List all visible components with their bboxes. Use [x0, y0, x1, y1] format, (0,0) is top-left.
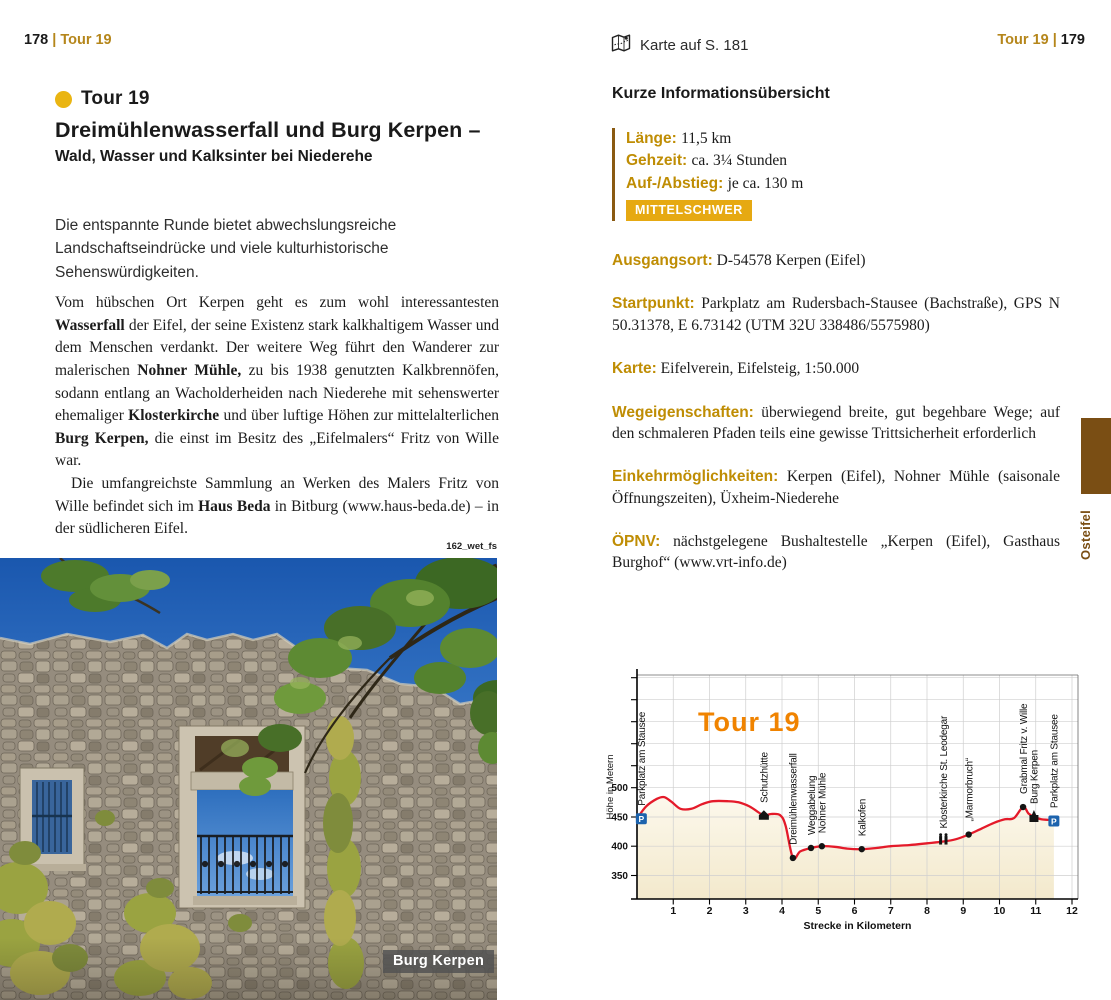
- waypoint-label: Grabmal Fritz v. Wille: [1019, 703, 1030, 794]
- waypoint-marker-castle-icon: [1029, 809, 1039, 822]
- svg-text:P: P: [639, 814, 645, 824]
- waypoint-marker-dot: [858, 845, 865, 853]
- detail-einkehr: Einkehrmöglichkeiten: Kerpen (Eifel), No…: [612, 468, 1060, 507]
- tree-foliage: [41, 558, 497, 796]
- svg-text:4: 4: [779, 905, 785, 917]
- svg-text:P: P: [1051, 816, 1057, 826]
- svg-text:1: 1: [670, 905, 676, 917]
- page-number-left: 178: [24, 32, 49, 48]
- page-subtitle: Wald, Wasser und Kalksinter bei Niedereh…: [55, 148, 373, 165]
- waypoint-marker-dot: [1019, 803, 1027, 811]
- detail-startpunkt: Startpunkt: Parkplatz am Rudersbach-Stau…: [612, 295, 1061, 334]
- waypoint-marker-dot: [807, 844, 815, 852]
- page-header-left: 178 | Tour 19: [24, 32, 112, 48]
- detail-oepnv: ÖPNV: nächstgelegene Bushaltestelle „Ker…: [612, 533, 1061, 572]
- region-tab-label: Osteifel: [1078, 509, 1093, 561]
- chart-title: Tour 19: [698, 707, 801, 737]
- difficulty-badge: MITTELSCHWER: [626, 200, 752, 222]
- waypoint-label: Parkplatz am Stausee: [1050, 714, 1061, 808]
- waypoint-label: „Marmorbruch“: [965, 758, 976, 822]
- page-header-right: Tour 19 | 179: [997, 32, 1085, 48]
- left-window: [18, 767, 86, 871]
- map-reference-text: Karte auf S. 181: [640, 36, 749, 54]
- waypoint-marker-dot: [818, 843, 826, 850]
- axis-ticks: [631, 677, 1073, 905]
- svg-text:7: 7: [888, 905, 894, 917]
- svg-text:10: 10: [994, 905, 1006, 917]
- info-row-time: Gehzeit: ca. 3¼ Stunden: [626, 152, 788, 170]
- svg-text:9: 9: [960, 905, 966, 917]
- tour-label: Tour 19: [81, 88, 150, 109]
- waypoint-label: Weggabelung: [807, 776, 818, 835]
- svg-text:500: 500: [611, 783, 628, 794]
- svg-text:8: 8: [924, 905, 930, 917]
- photo-credit: 162_wet_fs: [446, 541, 497, 552]
- svg-text:3: 3: [743, 905, 749, 917]
- info-box: Länge: 11,5 km Gehzeit: ca. 3¼ Stunden A…: [612, 128, 804, 222]
- svg-text:2: 2: [707, 905, 713, 917]
- waypoint-label: Schutzhütte: [760, 752, 771, 803]
- waypoint-marker-hut-icon: [758, 810, 769, 820]
- photo-caption: Burg Kerpen: [383, 950, 495, 973]
- svg-text:400: 400: [611, 842, 628, 853]
- header-separator: |: [52, 32, 57, 48]
- region-tab: [1081, 418, 1111, 494]
- chart-fill: [637, 796, 1054, 899]
- page-title: Dreimühlenwasserfall und Burg Kerpen –: [55, 118, 481, 142]
- center-window: [178, 725, 306, 909]
- window-railing: [197, 834, 293, 894]
- info-row-length: Länge: 11,5 km: [626, 130, 732, 147]
- chart-grid: [637, 675, 1078, 899]
- info-row-ascent: Auf-/Abstieg: je ca. 130 m: [626, 174, 804, 192]
- tour-label-row: Tour 19: [55, 88, 150, 110]
- header-tour-left: Tour 19: [60, 32, 112, 48]
- waypoint-label: Kalkofen: [858, 799, 869, 836]
- body-paragraph-2: Die umfangreichste Sammlung an Werken de…: [55, 475, 499, 538]
- svg-text:350: 350: [611, 871, 628, 882]
- waypoint-marker-parking-icon: P: [635, 813, 647, 825]
- body-text: Vom hübschen Ort Kerpen geht es zum wohl…: [55, 292, 499, 541]
- detail-wegeigenschaften: Wegeigenschaften: überwiegend breite, gu…: [612, 403, 1060, 442]
- map-icon: [610, 32, 632, 58]
- detail-ausgangsort: Ausgangsort: D-54578 Kerpen (Eifel): [612, 252, 866, 269]
- detail-karte: Karte: Eifelverein, Eifelsteig, 1:50.000: [612, 360, 860, 378]
- svg-text:5: 5: [815, 905, 821, 917]
- waypoint-label: Nohner Mühle: [818, 772, 829, 833]
- y-axis-label: Höhe in Metern: [605, 755, 616, 820]
- page-number-right: 179: [1060, 32, 1085, 48]
- body-paragraph-1: Vom hübschen Ort Kerpen geht es zum wohl…: [55, 294, 499, 470]
- header-tour-right: Tour 19: [997, 32, 1049, 48]
- waypoint-label: Dreimühlenwasserfall: [789, 753, 800, 845]
- tour-details: Ausgangsort: D-54578 Kerpen (Eifel) Star…: [612, 250, 1060, 596]
- header-separator-right: |: [1052, 32, 1057, 48]
- waypoints: P Parkplatz am Stausee Schutzhütte Dreimühl…: [635, 703, 1061, 862]
- photo-burg-kerpen: Burg Kerpen: [0, 558, 497, 1000]
- waypoint-marker-church-icon: [939, 833, 948, 845]
- svg-text:6: 6: [852, 905, 858, 917]
- waypoint-label: Klosterkirche St. Leodegar: [939, 715, 950, 829]
- svg-text:11: 11: [1030, 905, 1041, 917]
- tour-bullet-icon: [55, 90, 72, 108]
- svg-text:450: 450: [611, 813, 628, 824]
- map-reference: Karte auf S. 181: [610, 32, 748, 58]
- waypoint-label: Burg Kerpen: [1030, 750, 1041, 804]
- svg-text:12: 12: [1066, 905, 1078, 917]
- photo-illustration: [0, 558, 497, 1000]
- info-overview-title: Kurze Informationsübersicht: [612, 85, 830, 102]
- waypoint-marker-dot: [965, 831, 972, 838]
- waypoint-label: Parkplatz am Stausee: [637, 711, 648, 805]
- intro-paragraph: Die entspannte Runde bietet abwechslungs…: [55, 217, 397, 281]
- waypoint-marker-dot: [789, 854, 797, 862]
- waypoint-marker-parking-icon: P: [1048, 815, 1060, 827]
- x-axis-label: Strecke in Kilometern: [804, 920, 912, 932]
